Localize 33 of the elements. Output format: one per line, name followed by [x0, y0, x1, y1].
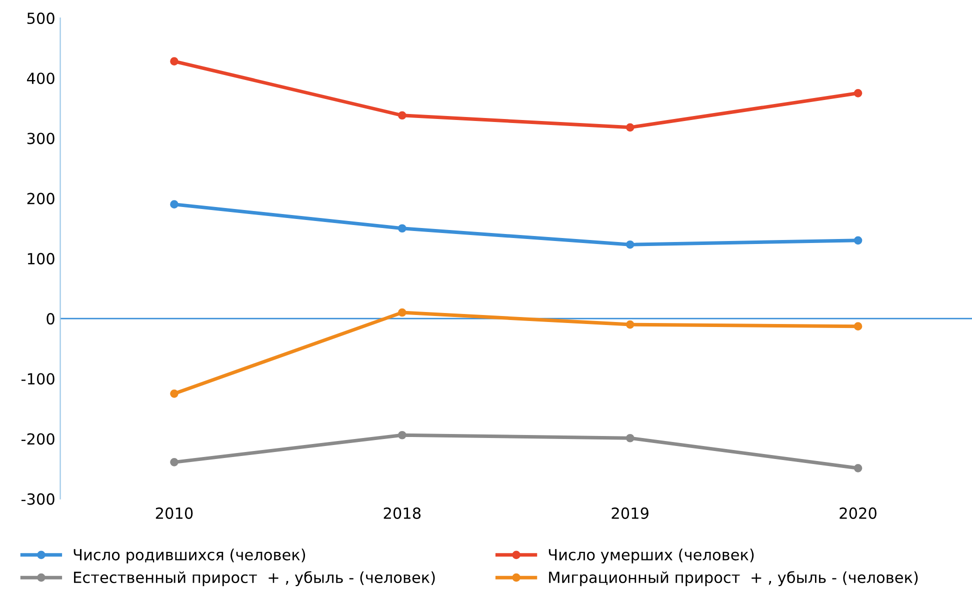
point	[854, 88, 862, 98]
point	[398, 224, 406, 233]
legend-label: Естественный прирост + , убыль - (человек)	[74, 571, 435, 586]
point	[170, 458, 178, 466]
point	[398, 430, 406, 440]
y-tick-label: -100	[21, 373, 54, 385]
y-tick-label: -300	[21, 493, 54, 505]
y-tick-label: 100	[28, 252, 54, 264]
legend-label: Число родившихся (человек)	[74, 548, 306, 564]
legend-label: Число умерших (человек)	[548, 548, 754, 564]
y-tick-label: 0	[46, 312, 54, 325]
y-tick-label: 200	[27, 192, 54, 204]
point	[170, 200, 178, 209]
y-tick-label: -200	[21, 433, 54, 445]
point	[626, 123, 634, 132]
y-tick-label: 400	[26, 72, 54, 84]
x-tick-label: 2019	[612, 507, 648, 519]
legend-label: Миграционный прирост + , убыль - (человек)	[549, 571, 918, 586]
point	[398, 308, 406, 317]
point	[626, 434, 634, 442]
x-tick-label: 2018	[384, 507, 421, 519]
point	[170, 57, 178, 66]
point	[854, 464, 862, 472]
point	[854, 236, 862, 245]
x-tick-label: 2010	[156, 507, 193, 519]
y-tick-label: 300	[27, 132, 54, 144]
y-tick-label: 500	[27, 12, 54, 24]
point	[626, 240, 634, 249]
point	[170, 389, 178, 398]
point	[398, 111, 406, 120]
point	[854, 322, 862, 331]
x-tick-label: 2020	[840, 507, 876, 519]
point	[626, 320, 634, 329]
